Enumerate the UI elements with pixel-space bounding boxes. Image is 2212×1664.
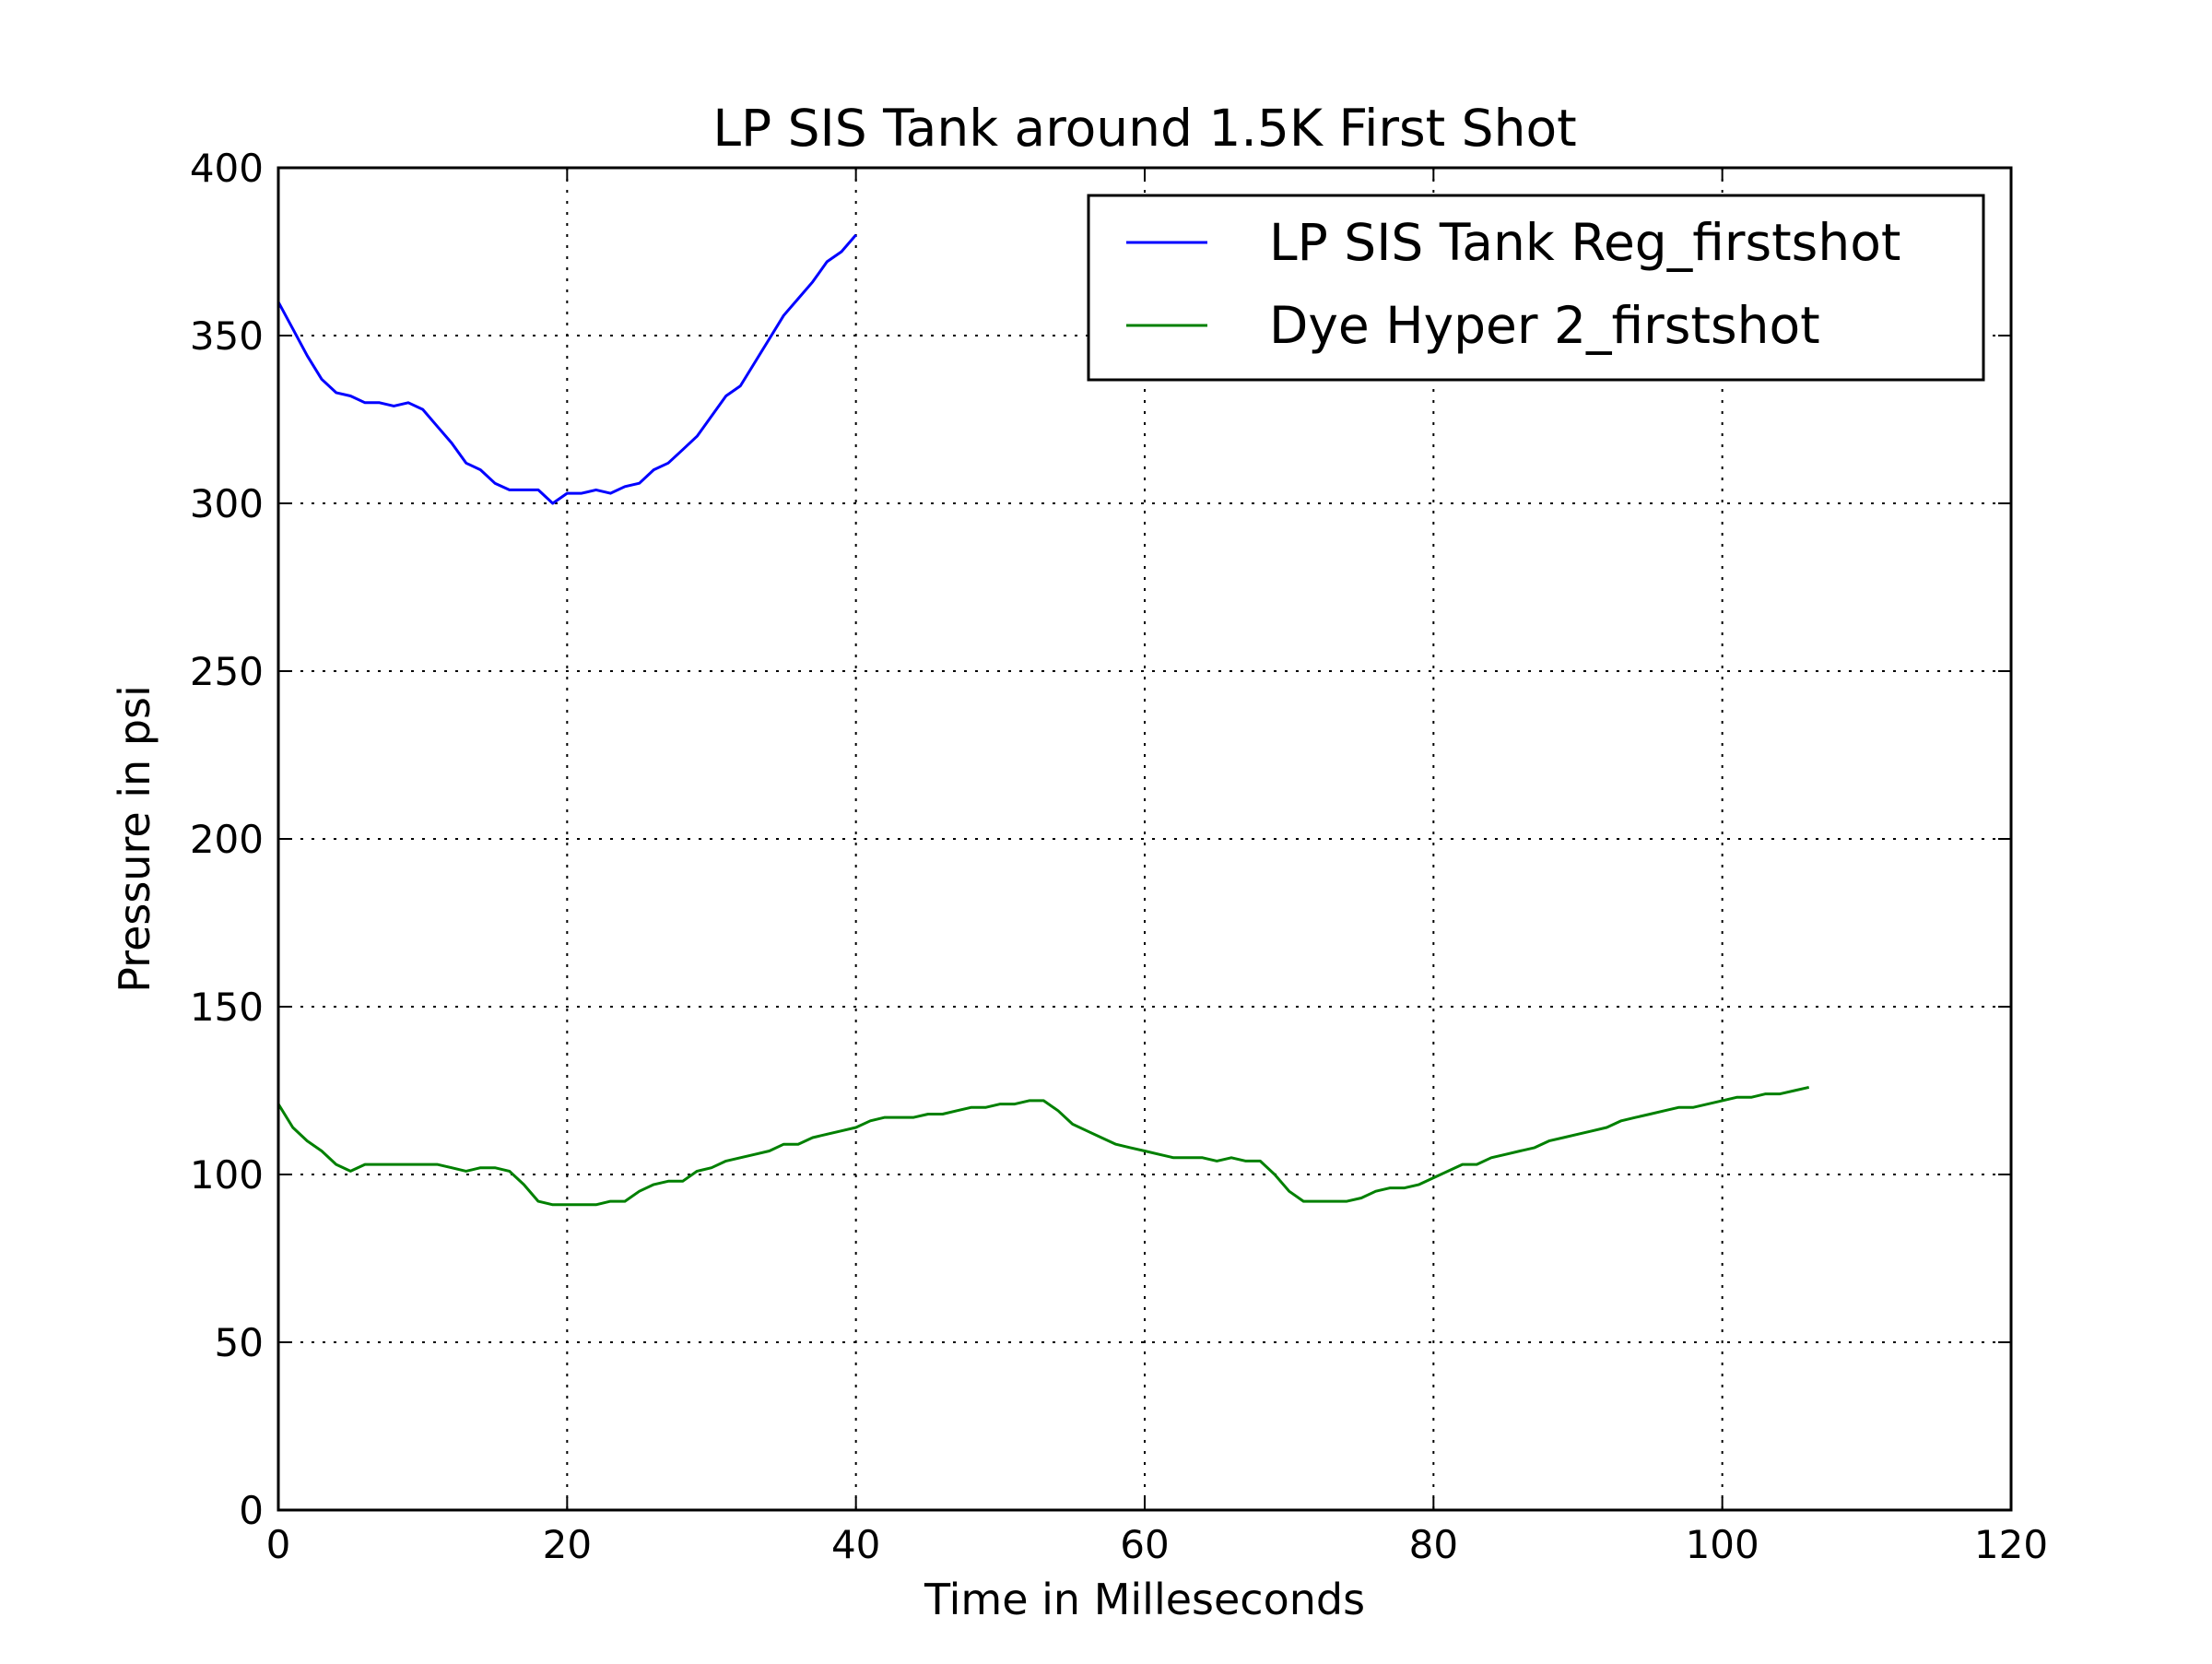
y-tick-label: 150 xyxy=(190,985,264,1030)
y-tick-label: 200 xyxy=(190,817,264,862)
chart-title: LP SIS Tank around 1.5K First Shot xyxy=(712,99,1576,158)
series-line-1 xyxy=(276,233,857,505)
y-tick-label: 50 xyxy=(215,1320,264,1365)
legend-label-series-2: Dye Hyper 2_firstshot xyxy=(1269,296,1820,355)
y-tick-labels: 0 50 100 150 200 250 300 350 400 xyxy=(190,146,264,1533)
legend-box xyxy=(1087,194,1985,382)
y-tick-label: 300 xyxy=(190,481,264,526)
x-axis-title: Time in Milleseconds xyxy=(924,1575,1365,1624)
y-tick-label: 0 xyxy=(239,1488,264,1533)
x-tick-label: 20 xyxy=(543,1522,592,1567)
y-tick-label: 400 xyxy=(190,146,264,191)
x-tick-label: 40 xyxy=(831,1522,880,1567)
x-tick-label: 60 xyxy=(1120,1522,1169,1567)
x-tick-labels: 0 20 40 60 80 100 120 xyxy=(266,1522,2048,1567)
axis-ticks xyxy=(277,167,2012,1511)
x-tick-label: 80 xyxy=(1409,1522,1458,1567)
legend-label-series-1: LP SIS Tank Reg_firstshot xyxy=(1269,213,1900,272)
legend: LP SIS Tank Reg_firstshot Dye Hyper 2_fi… xyxy=(1087,194,1985,382)
x-tick-label: 0 xyxy=(266,1522,291,1567)
y-axis-title: Pressure in psi xyxy=(110,685,159,993)
series-line-2 xyxy=(276,1085,1810,1207)
x-tick-label: 120 xyxy=(1974,1522,2048,1567)
y-tick-label: 100 xyxy=(190,1152,264,1198)
y-tick-label: 350 xyxy=(190,313,264,359)
grid-lines xyxy=(278,168,2011,1510)
y-tick-label: 250 xyxy=(190,649,264,694)
x-tick-label: 100 xyxy=(1686,1522,1759,1567)
series-lines xyxy=(276,233,1810,1207)
